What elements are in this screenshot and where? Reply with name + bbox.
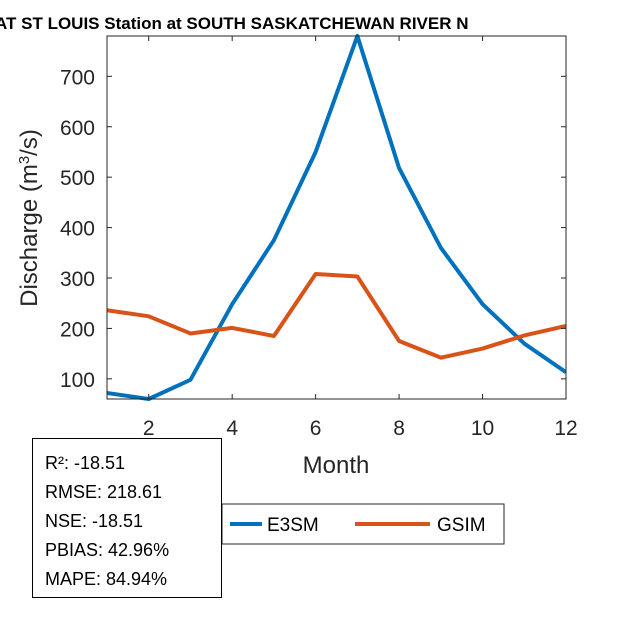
y-tick-label: 500 <box>60 167 95 190</box>
y-tick-label: 100 <box>60 369 95 392</box>
stat-rmse: RMSE: 218.61 <box>45 482 163 502</box>
y-axis-label: Discharge (m3/s) <box>16 129 44 307</box>
tick-layer: 2 4 6 8 10 12 100 200 300 400 500 600 700 <box>60 36 578 440</box>
x-tick-label: 6 <box>310 417 322 440</box>
stat-pbias: PBIAS: 42.96% <box>45 540 170 560</box>
y-tick-label: 200 <box>60 318 95 341</box>
x-tick-label: 10 <box>471 417 494 440</box>
y-tick-label: 300 <box>60 268 95 291</box>
x-tick-label: 4 <box>226 417 238 440</box>
series-line-gsim <box>107 271 566 360</box>
legend: E3SM GSIM <box>221 503 505 545</box>
plot-area: 2 4 6 8 10 12 100 200 300 400 500 600 700 <box>60 34 578 440</box>
x-tick-label: 2 <box>143 417 155 440</box>
y-tick-label: 600 <box>60 117 95 140</box>
y-axis-label-superscript: 3 <box>16 156 33 164</box>
y-axis-label-main: Discharge (m <box>16 164 43 307</box>
legend-label-gsim: GSIM <box>437 515 486 536</box>
series-line-e3sm <box>107 34 566 401</box>
statistics-box: R²: -18.51 RMSE: 218.61 NSE: -18.51 PBIA… <box>32 438 222 598</box>
x-tick-label: 8 <box>393 417 405 440</box>
y-axis-label-end: /s) <box>16 129 43 156</box>
series-layer <box>107 34 566 401</box>
chart-title: AT ST LOUIS Station at SOUTH SASKATCHEWA… <box>0 14 469 33</box>
stat-r2: R²: -18.51 <box>45 453 126 473</box>
stat-nse: NSE: -18.51 <box>45 511 144 531</box>
y-tick-label: 400 <box>60 218 95 241</box>
x-axis-label: Month <box>303 452 370 479</box>
x-tick-label: 12 <box>554 417 577 440</box>
stat-mape: MAPE: 84.94% <box>45 569 168 589</box>
legend-box <box>221 503 505 545</box>
legend-label-e3sm: E3SM <box>267 515 319 536</box>
y-tick-label: 700 <box>60 66 95 89</box>
